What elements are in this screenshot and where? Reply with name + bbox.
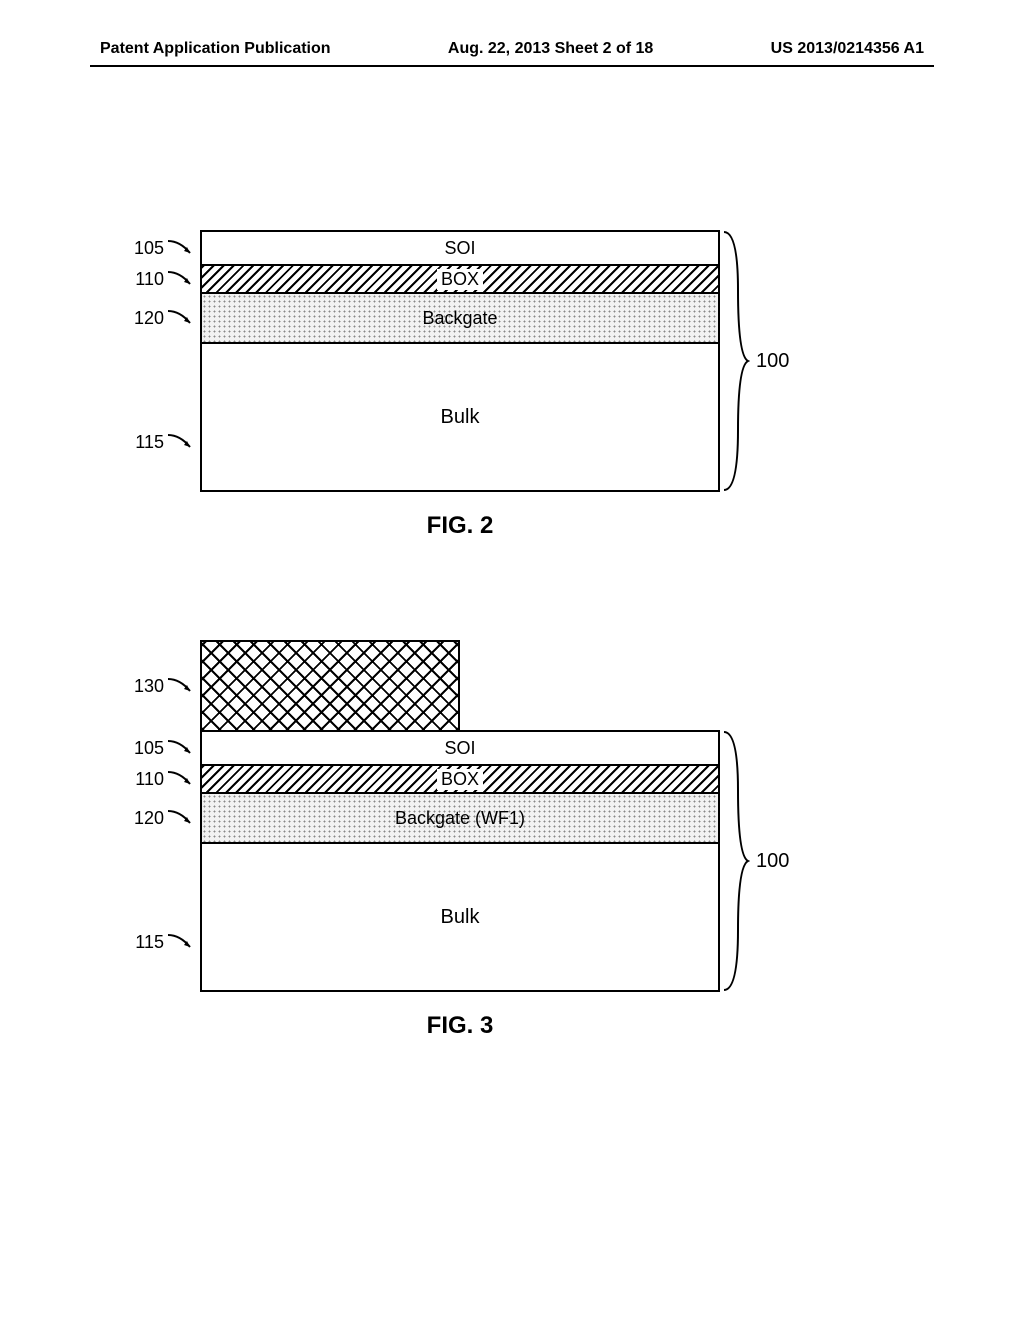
fig2-layer-soi: 105 SOI (200, 230, 720, 264)
page-header: Patent Application Publication Aug. 22, … (0, 40, 1024, 58)
leader-arrow-icon (166, 933, 194, 951)
fig2-stack: 105 SOI 110 BOX 120 Backgate 115 B (200, 230, 720, 492)
fig3-layer-box: 110 BOX (200, 764, 720, 792)
fig2-backgate-label: Backgate (418, 308, 501, 329)
fig2-layer-backgate: 120 Backgate (200, 292, 720, 342)
header-rule (90, 65, 934, 67)
leader-arrow-icon (166, 309, 194, 327)
fig2-brace: 100 (720, 230, 789, 492)
fig3-bulk-label: Bulk (437, 906, 484, 929)
ref-110-b-text: 110 (135, 769, 164, 790)
fig3-layer-bulk: 115 Bulk (200, 842, 720, 992)
brace-icon (720, 230, 750, 492)
ref-130-text: 130 (134, 676, 164, 697)
leader-arrow-icon (166, 770, 194, 788)
fig3-backgate-label: Backgate (WF1) (391, 808, 529, 829)
leader-arrow-icon (166, 809, 194, 827)
header-left: Patent Application Publication (100, 40, 331, 58)
leader-arrow-icon (166, 270, 194, 288)
ref-100-b: 100 (756, 850, 789, 873)
fig2-box-label: BOX (437, 269, 483, 290)
ref-105-b-text: 105 (134, 738, 164, 759)
header-center: Aug. 22, 2013 Sheet 2 of 18 (448, 40, 653, 58)
ref-120: 120 (134, 308, 194, 329)
ref-100: 100 (756, 350, 789, 373)
fig2-bulk-label: Bulk (437, 406, 484, 429)
fig2-caption: FIG. 2 (200, 512, 720, 540)
ref-130: 130 (134, 676, 194, 697)
ref-120-b-text: 120 (134, 808, 164, 829)
fig3-caption: FIG. 3 (200, 1012, 720, 1040)
ref-110: 110 (135, 269, 194, 290)
fig3-layer-mask: 130 (200, 640, 460, 730)
fig2-layer-bulk: 115 Bulk (200, 342, 720, 492)
fig3-box-label: BOX (437, 769, 483, 790)
ref-120-b: 120 (134, 808, 194, 829)
fig3-stack: 130 105 SOI 110 BOX 120 Backgate (WF1) (200, 640, 720, 992)
ref-115-b: 115 (135, 932, 194, 953)
leader-arrow-icon (166, 677, 194, 695)
fig3-soi-label: SOI (440, 738, 479, 759)
ref-120-text: 120 (134, 308, 164, 329)
brace-icon (720, 730, 750, 992)
ref-105-b: 105 (134, 738, 194, 759)
header-right: US 2013/0214356 A1 (771, 40, 924, 58)
fig3-brace: 100 (720, 730, 789, 992)
ref-115-b-text: 115 (135, 932, 164, 953)
ref-105: 105 (134, 238, 194, 259)
figure-2: 105 SOI 110 BOX 120 Backgate 115 B (200, 230, 720, 540)
fig2-soi-label: SOI (440, 238, 479, 259)
fig3-layer-soi: 105 SOI (200, 730, 720, 764)
leader-arrow-icon (166, 239, 194, 257)
ref-110-b: 110 (135, 769, 194, 790)
fig3-layer-backgate: 120 Backgate (WF1) (200, 792, 720, 842)
ref-105-text: 105 (134, 238, 164, 259)
leader-arrow-icon (166, 433, 194, 451)
ref-115-text: 115 (135, 432, 164, 453)
fig2-layer-box: 110 BOX (200, 264, 720, 292)
leader-arrow-icon (166, 739, 194, 757)
ref-110-text: 110 (135, 269, 164, 290)
figure-3: 130 105 SOI 110 BOX 120 Backgate (WF1) (200, 640, 720, 1040)
ref-115: 115 (135, 432, 194, 453)
